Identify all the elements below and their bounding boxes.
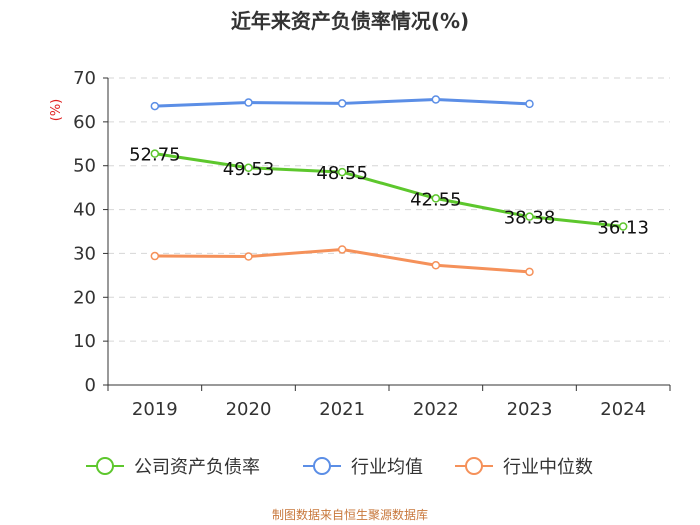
data-point [150,149,160,158]
data-point [244,98,253,107]
data-point [337,99,347,108]
legend-label-2: 行业中位数 [503,457,593,478]
data-point [431,261,441,270]
series-layer: 52.75 49.53 48.55 42.55 38.38 36.13 [129,95,649,277]
legend: 公司资产负债率 行业均值 行业中位数 [86,457,593,478]
x-tick-label: 2022 [413,399,459,420]
legend-label-1: 行业均值 [351,457,423,478]
chart-title: 近年来资产负债率情况(%) [231,9,469,33]
y-tick-label: 10 [73,331,96,352]
data-label: 38.38 [504,208,556,229]
series-line-0 [154,152,624,229]
x-axis: 2019 2020 2021 2022 2023 2024 [107,384,671,420]
data-point [244,252,253,261]
y-axis-unit-label: (%) [49,99,64,122]
data-label: 49.53 [223,159,275,180]
y-tick-label: 30 [73,243,96,264]
data-point [150,251,160,261]
y-tick-label: 0 [85,375,96,396]
x-tick-label: 2024 [600,399,646,420]
data-label: 42.55 [410,189,462,210]
legend-label-0: 公司资产负债率 [134,457,260,478]
data-point [244,163,253,173]
legend-marker-2 [465,457,483,475]
y-tick-label: 40 [73,200,96,221]
data-point [150,101,160,111]
data-point [618,222,628,231]
data-label: 52.75 [129,145,181,166]
x-tick-label: 2021 [319,399,365,420]
source-footer: 制图数据来自恒生聚源数据库 [271,508,428,522]
x-tick-label: 2020 [226,399,272,420]
y-tick-label: 70 [73,68,96,89]
data-point [431,194,441,203]
data-point [431,95,441,104]
legend-marker-0 [96,457,114,475]
data-point [525,99,534,109]
data-point [525,212,534,221]
y-axis: 0 10 20 30 40 50 60 70 [73,68,109,396]
data-point [337,245,347,254]
data-label: 48.55 [316,163,368,184]
legend-marker-1 [313,457,331,475]
y-tick-label: 50 [73,156,96,177]
data-point [525,267,534,277]
x-tick-label: 2023 [507,399,553,420]
data-point [337,167,347,177]
y-tick-label: 60 [73,112,96,133]
grid-lines [108,77,670,342]
data-label: 36.13 [597,218,649,239]
x-tick-label: 2019 [132,399,178,420]
y-tick-label: 20 [73,287,96,308]
